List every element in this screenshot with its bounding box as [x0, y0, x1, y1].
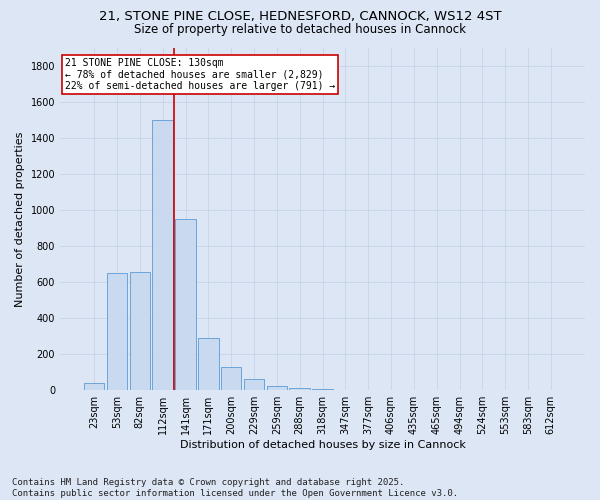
- Bar: [266, 386, 287, 390]
- Text: Contains HM Land Registry data © Crown copyright and database right 2025.
Contai: Contains HM Land Registry data © Crown c…: [12, 478, 458, 498]
- Bar: [152, 120, 173, 390]
- Y-axis label: Number of detached properties: Number of detached properties: [15, 131, 25, 306]
- Text: 21, STONE PINE CLOSE, HEDNESFORD, CANNOCK, WS12 4ST: 21, STONE PINE CLOSE, HEDNESFORD, CANNOC…: [98, 10, 502, 23]
- Text: Size of property relative to detached houses in Cannock: Size of property relative to detached ho…: [134, 22, 466, 36]
- Bar: [107, 273, 127, 390]
- Bar: [289, 388, 310, 390]
- Text: 21 STONE PINE CLOSE: 130sqm
← 78% of detached houses are smaller (2,829)
22% of : 21 STONE PINE CLOSE: 130sqm ← 78% of det…: [65, 58, 335, 91]
- Bar: [198, 338, 218, 390]
- Bar: [175, 219, 196, 390]
- Bar: [244, 380, 264, 390]
- Bar: [84, 383, 104, 390]
- Bar: [130, 272, 150, 390]
- Bar: [221, 367, 241, 390]
- X-axis label: Distribution of detached houses by size in Cannock: Distribution of detached houses by size …: [179, 440, 466, 450]
